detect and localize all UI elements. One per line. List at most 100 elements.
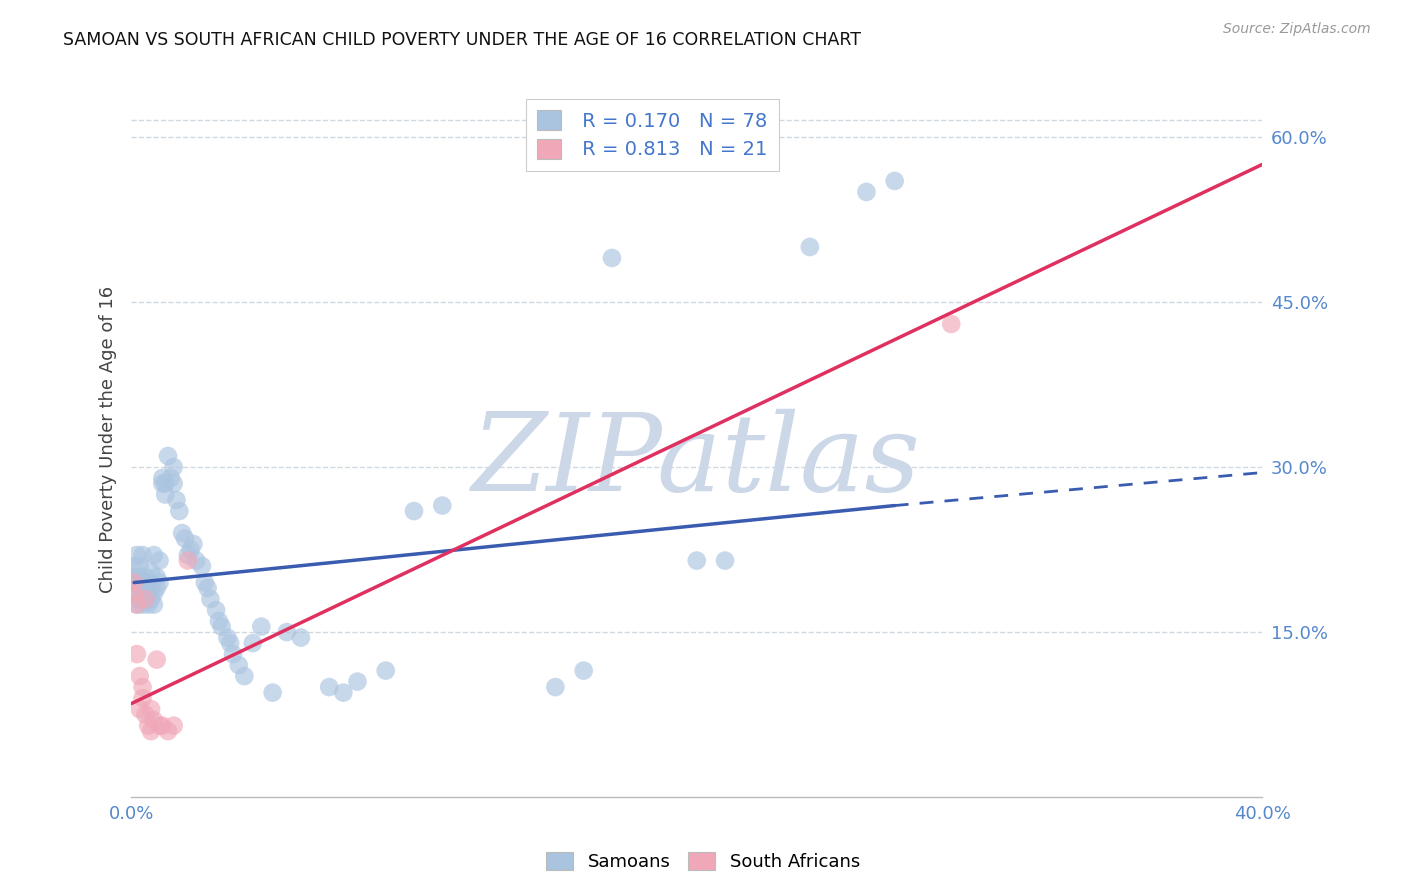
Point [128,702,150,716]
Point [122,559,145,574]
Point [131,680,153,694]
Point [177,548,200,562]
Point [163,460,186,475]
Point [194,575,217,590]
Point [131,598,153,612]
Point [142,586,165,600]
Point [233,669,256,683]
Point [600,251,623,265]
Point [205,603,228,617]
Point [163,476,186,491]
Point [134,570,156,584]
Point [139,581,162,595]
Point [153,476,176,491]
Point [128,581,150,595]
Point [855,185,877,199]
Point [883,174,905,188]
Text: SAMOAN VS SOUTH AFRICAN CHILD POVERTY UNDER THE AGE OF 16 CORRELATION CHART: SAMOAN VS SOUTH AFRICAN CHILD POVERTY UN… [63,31,862,49]
Point [332,685,354,699]
Point [156,724,179,739]
Point [156,449,179,463]
Point [131,691,153,706]
Point [148,553,170,567]
Point [250,619,273,633]
Point [142,713,165,727]
Point [125,575,148,590]
Point [160,471,183,485]
Point [153,487,176,501]
Point [150,476,173,491]
Point [166,493,188,508]
Point [172,526,194,541]
Point [139,565,162,579]
Point [174,532,197,546]
Point [150,718,173,732]
Point [131,586,153,600]
Point [131,575,153,590]
Point [136,718,159,732]
Point [136,586,159,600]
Point [217,631,239,645]
Point [128,592,150,607]
Point [125,647,148,661]
Point [222,647,245,661]
Legend:  R = 0.170   N = 78,  R = 0.813   N = 21: R = 0.170 N = 78, R = 0.813 N = 21 [526,99,779,171]
Point [183,537,205,551]
Point [122,586,145,600]
Point [163,718,186,732]
Point [139,592,162,607]
Point [169,504,191,518]
Point [197,581,219,595]
Point [125,586,148,600]
Point [150,471,173,485]
Point [134,592,156,607]
Point [211,619,233,633]
Point [139,724,162,739]
Point [262,685,284,699]
Point [142,548,165,562]
Point [148,718,170,732]
Point [799,240,821,254]
Point [186,553,208,567]
Point [180,542,202,557]
Point [134,581,156,595]
Point [402,504,425,518]
Point [148,575,170,590]
Y-axis label: Child Poverty Under the Age of 16: Child Poverty Under the Age of 16 [100,286,117,593]
Point [131,548,153,562]
Point [122,575,145,590]
Point [318,680,340,694]
Point [125,598,148,612]
Point [432,499,454,513]
Point [142,598,165,612]
Point [242,636,264,650]
Point [714,553,737,567]
Point [128,559,150,574]
Point [145,581,167,595]
Legend: Samoans, South Africans: Samoans, South Africans [538,845,868,879]
Point [136,575,159,590]
Text: Source: ZipAtlas.com: Source: ZipAtlas.com [1223,22,1371,37]
Point [134,707,156,722]
Point [228,658,250,673]
Point [145,652,167,666]
Point [145,570,167,584]
Point [128,669,150,683]
Point [125,548,148,562]
Point [208,614,231,628]
Point [177,553,200,567]
Point [200,592,222,607]
Point [122,570,145,584]
Point [290,631,312,645]
Point [134,592,156,607]
Point [136,598,159,612]
Point [941,317,963,331]
Point [572,664,595,678]
Point [544,680,567,694]
Point [139,702,162,716]
Point [374,664,396,678]
Point [346,674,368,689]
Text: ZIPatlas: ZIPatlas [472,409,921,514]
Point [276,625,298,640]
Point [191,559,214,574]
